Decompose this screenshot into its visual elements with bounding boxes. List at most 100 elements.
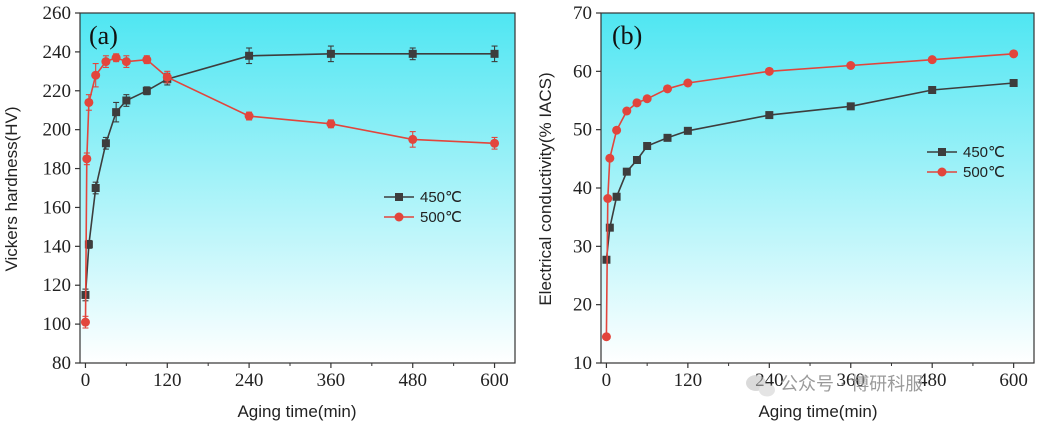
data-point (142, 86, 151, 95)
y-tick-label: 220 (43, 81, 72, 102)
x-tick-label: 0 (602, 370, 612, 391)
hardness-chart: (a) Aging time(min) Vickers hardness(HV)… (2, 3, 516, 421)
series-line-450℃ (605, 82, 1014, 260)
data-point (121, 57, 131, 67)
x-tick-label: 120 (674, 370, 703, 391)
legend-label-450: 450℃ (420, 189, 462, 206)
y-tick-label: 180 (43, 159, 72, 180)
data-point (643, 142, 652, 150)
data-point (642, 94, 652, 104)
legend-marker-500 (937, 167, 947, 177)
panel-label-a: (a) (89, 21, 118, 50)
y-tick-label: 50 (573, 120, 592, 141)
data-point (111, 53, 121, 63)
data-point (928, 86, 937, 94)
data-point (605, 153, 615, 163)
x-axis-label-b: Aging time(min) (758, 402, 877, 421)
legend-b: 450℃ 500℃ (927, 144, 1005, 181)
y-tick-label: 200 (43, 120, 72, 141)
watermark-text: 公众号 · 博研科服 (780, 374, 923, 395)
y-tick-label: 10 (573, 353, 592, 374)
legend-label-500: 500℃ (420, 209, 462, 226)
data-point (927, 55, 937, 65)
x-tick-label: 120 (153, 370, 182, 391)
x-tick-label: 480 (918, 370, 947, 391)
data-point (612, 125, 622, 135)
wechat-icon (746, 375, 775, 397)
data-point (326, 49, 335, 58)
data-point (603, 194, 613, 203)
data-point (326, 119, 336, 129)
y-tick-label: 60 (573, 61, 592, 82)
y-tick-label: 20 (573, 295, 592, 316)
y-tick-label: 70 (573, 3, 592, 24)
data-point (632, 156, 641, 164)
data-point (846, 102, 855, 111)
series-group-b (601, 49, 1019, 342)
y-axis-label-a: Vickers hardness(HV) (2, 106, 21, 271)
legend-marker-450 (395, 193, 403, 201)
y-tick-label: 120 (43, 275, 72, 296)
y-tick-label: 100 (43, 314, 72, 335)
x-tick-label: 240 (235, 370, 264, 391)
y-tick-label: 140 (43, 236, 72, 257)
data-point (490, 138, 500, 148)
x-tick-label: 360 (837, 370, 866, 391)
plot-area-a (79, 12, 516, 364)
data-point (91, 184, 100, 192)
axis-ticks-a: 0 120 240 360 480 600 80 100 120 140 160 180 200 220 2… (43, 3, 509, 391)
data-point (408, 49, 417, 58)
series-group-a (80, 45, 500, 329)
data-point (162, 72, 172, 82)
data-point (112, 108, 121, 117)
x-tick-label: 480 (398, 370, 427, 391)
y-tick-label: 260 (43, 3, 72, 24)
data-point (101, 57, 111, 67)
data-point (846, 61, 856, 70)
data-point (632, 98, 642, 108)
data-point (765, 111, 774, 120)
x-tick-label: 0 (81, 370, 91, 391)
data-point (245, 51, 254, 60)
series-line-450℃ (84, 52, 495, 295)
data-point (84, 97, 94, 107)
y-axis-label-b: Electrical conductivity(% IACS) (536, 72, 555, 305)
legend-marker-450 (938, 148, 946, 156)
x-tick-label: 600 (999, 370, 1028, 391)
legend-label-500: 500℃ (963, 164, 1005, 181)
y-tick-label: 160 (43, 197, 72, 218)
x-tick-label: 360 (317, 370, 346, 391)
data-point (490, 49, 499, 58)
data-point (764, 66, 774, 76)
data-point (683, 126, 692, 135)
x-axis-label-a: Aging time(min) (237, 402, 356, 421)
data-point (612, 192, 621, 201)
data-point (1009, 49, 1019, 59)
data-point (1009, 79, 1018, 87)
legend-label-450: 450℃ (963, 144, 1005, 161)
data-point (82, 154, 92, 164)
data-point (84, 240, 93, 249)
data-point (91, 70, 101, 80)
y-tick-label: 240 (43, 42, 72, 63)
conductivity-chart: (b) Aging time(min) Electrical conductiv… (536, 3, 1035, 421)
data-point (683, 78, 693, 88)
panel-label-b: (b) (612, 21, 642, 50)
y-tick-label: 40 (573, 178, 592, 199)
legend-marker-500 (394, 212, 404, 222)
data-point (622, 167, 631, 176)
data-point (101, 139, 110, 148)
plot-area-b (600, 12, 1035, 364)
data-point (142, 55, 152, 65)
data-point (408, 134, 418, 144)
watermark: 公众号 · 博研科服 (746, 374, 923, 397)
data-point (622, 106, 632, 116)
data-point (601, 332, 611, 342)
data-point (605, 223, 614, 232)
legend-a: 450℃ 500℃ (384, 189, 462, 226)
y-tick-label: 30 (573, 236, 592, 257)
data-point (663, 133, 672, 142)
data-point (80, 317, 90, 327)
